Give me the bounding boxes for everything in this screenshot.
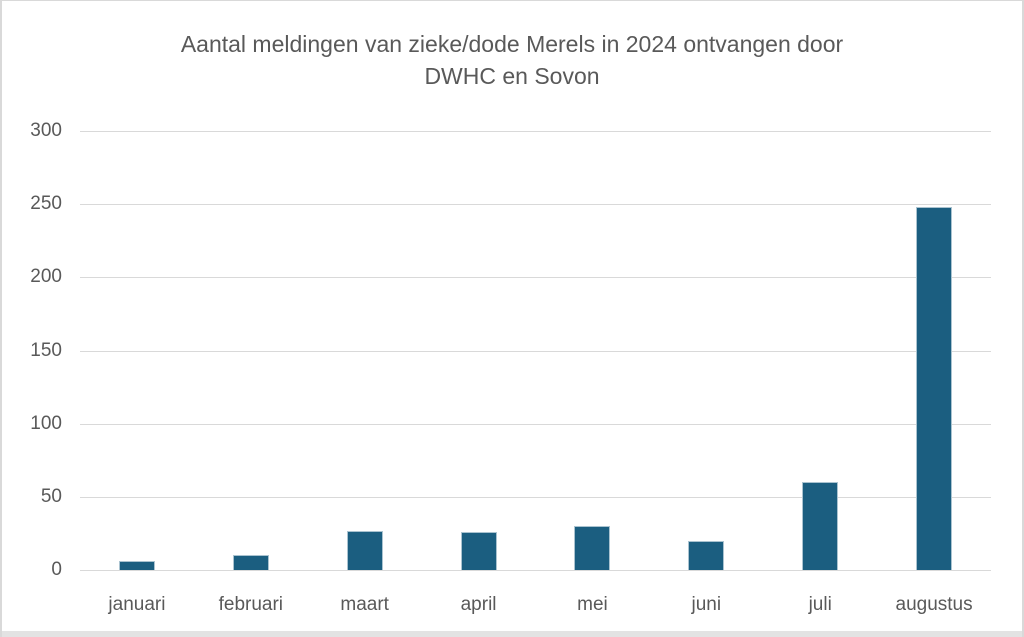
- gridline: [80, 423, 991, 425]
- bar-januari: [118, 561, 155, 570]
- y-tick-label: 200: [30, 266, 62, 288]
- x-tick-label-mei: mei: [577, 594, 608, 615]
- x-tick-label-juli: juli: [808, 594, 832, 615]
- y-tick-label: 100: [30, 412, 62, 434]
- x-tick-label-juni: juni: [691, 594, 722, 615]
- bar-juni: [688, 540, 725, 570]
- bar-juli: [802, 482, 839, 570]
- chart-title-line-2: DWHC en Sovon: [424, 63, 600, 89]
- x-axis-labels: januari februari maart april mei juni juli augu…: [80, 590, 991, 620]
- gridline: [80, 496, 991, 498]
- x-tick-label-februari: februari: [218, 594, 284, 615]
- x-tick-label-augustus: augustus: [895, 594, 973, 615]
- y-tick-label: 250: [30, 193, 62, 215]
- y-tick-label: 50: [40, 485, 62, 507]
- gridline: [80, 350, 991, 352]
- chart-title-line-1: Aantal meldingen van zieke/dode Merels i…: [180, 31, 844, 57]
- gridline: [80, 570, 991, 571]
- bar-maart: [346, 530, 383, 570]
- x-tick-label-maart: maart: [340, 594, 389, 615]
- x-tick-label-januari: januari: [108, 594, 166, 615]
- y-tick-label: 300: [30, 120, 62, 141]
- x-tick-label-april: april: [460, 594, 497, 615]
- plot-area: [80, 131, 991, 571]
- y-tick-label: 150: [30, 339, 62, 361]
- bar-mei: [574, 526, 611, 570]
- bar-augustus: [916, 207, 953, 570]
- bottom-edge: [2, 631, 1022, 637]
- chart-title: Aantal meldingen van zieke/dode Merels i…: [112, 28, 912, 92]
- y-tick-label: 0: [51, 559, 62, 580]
- bar-februari: [232, 555, 269, 570]
- gridline: [80, 131, 991, 132]
- y-axis-labels: 0 50 100 150 200 250 300: [2, 120, 62, 580]
- gridline: [80, 204, 991, 206]
- bar-april: [460, 531, 497, 570]
- gridline: [80, 277, 991, 279]
